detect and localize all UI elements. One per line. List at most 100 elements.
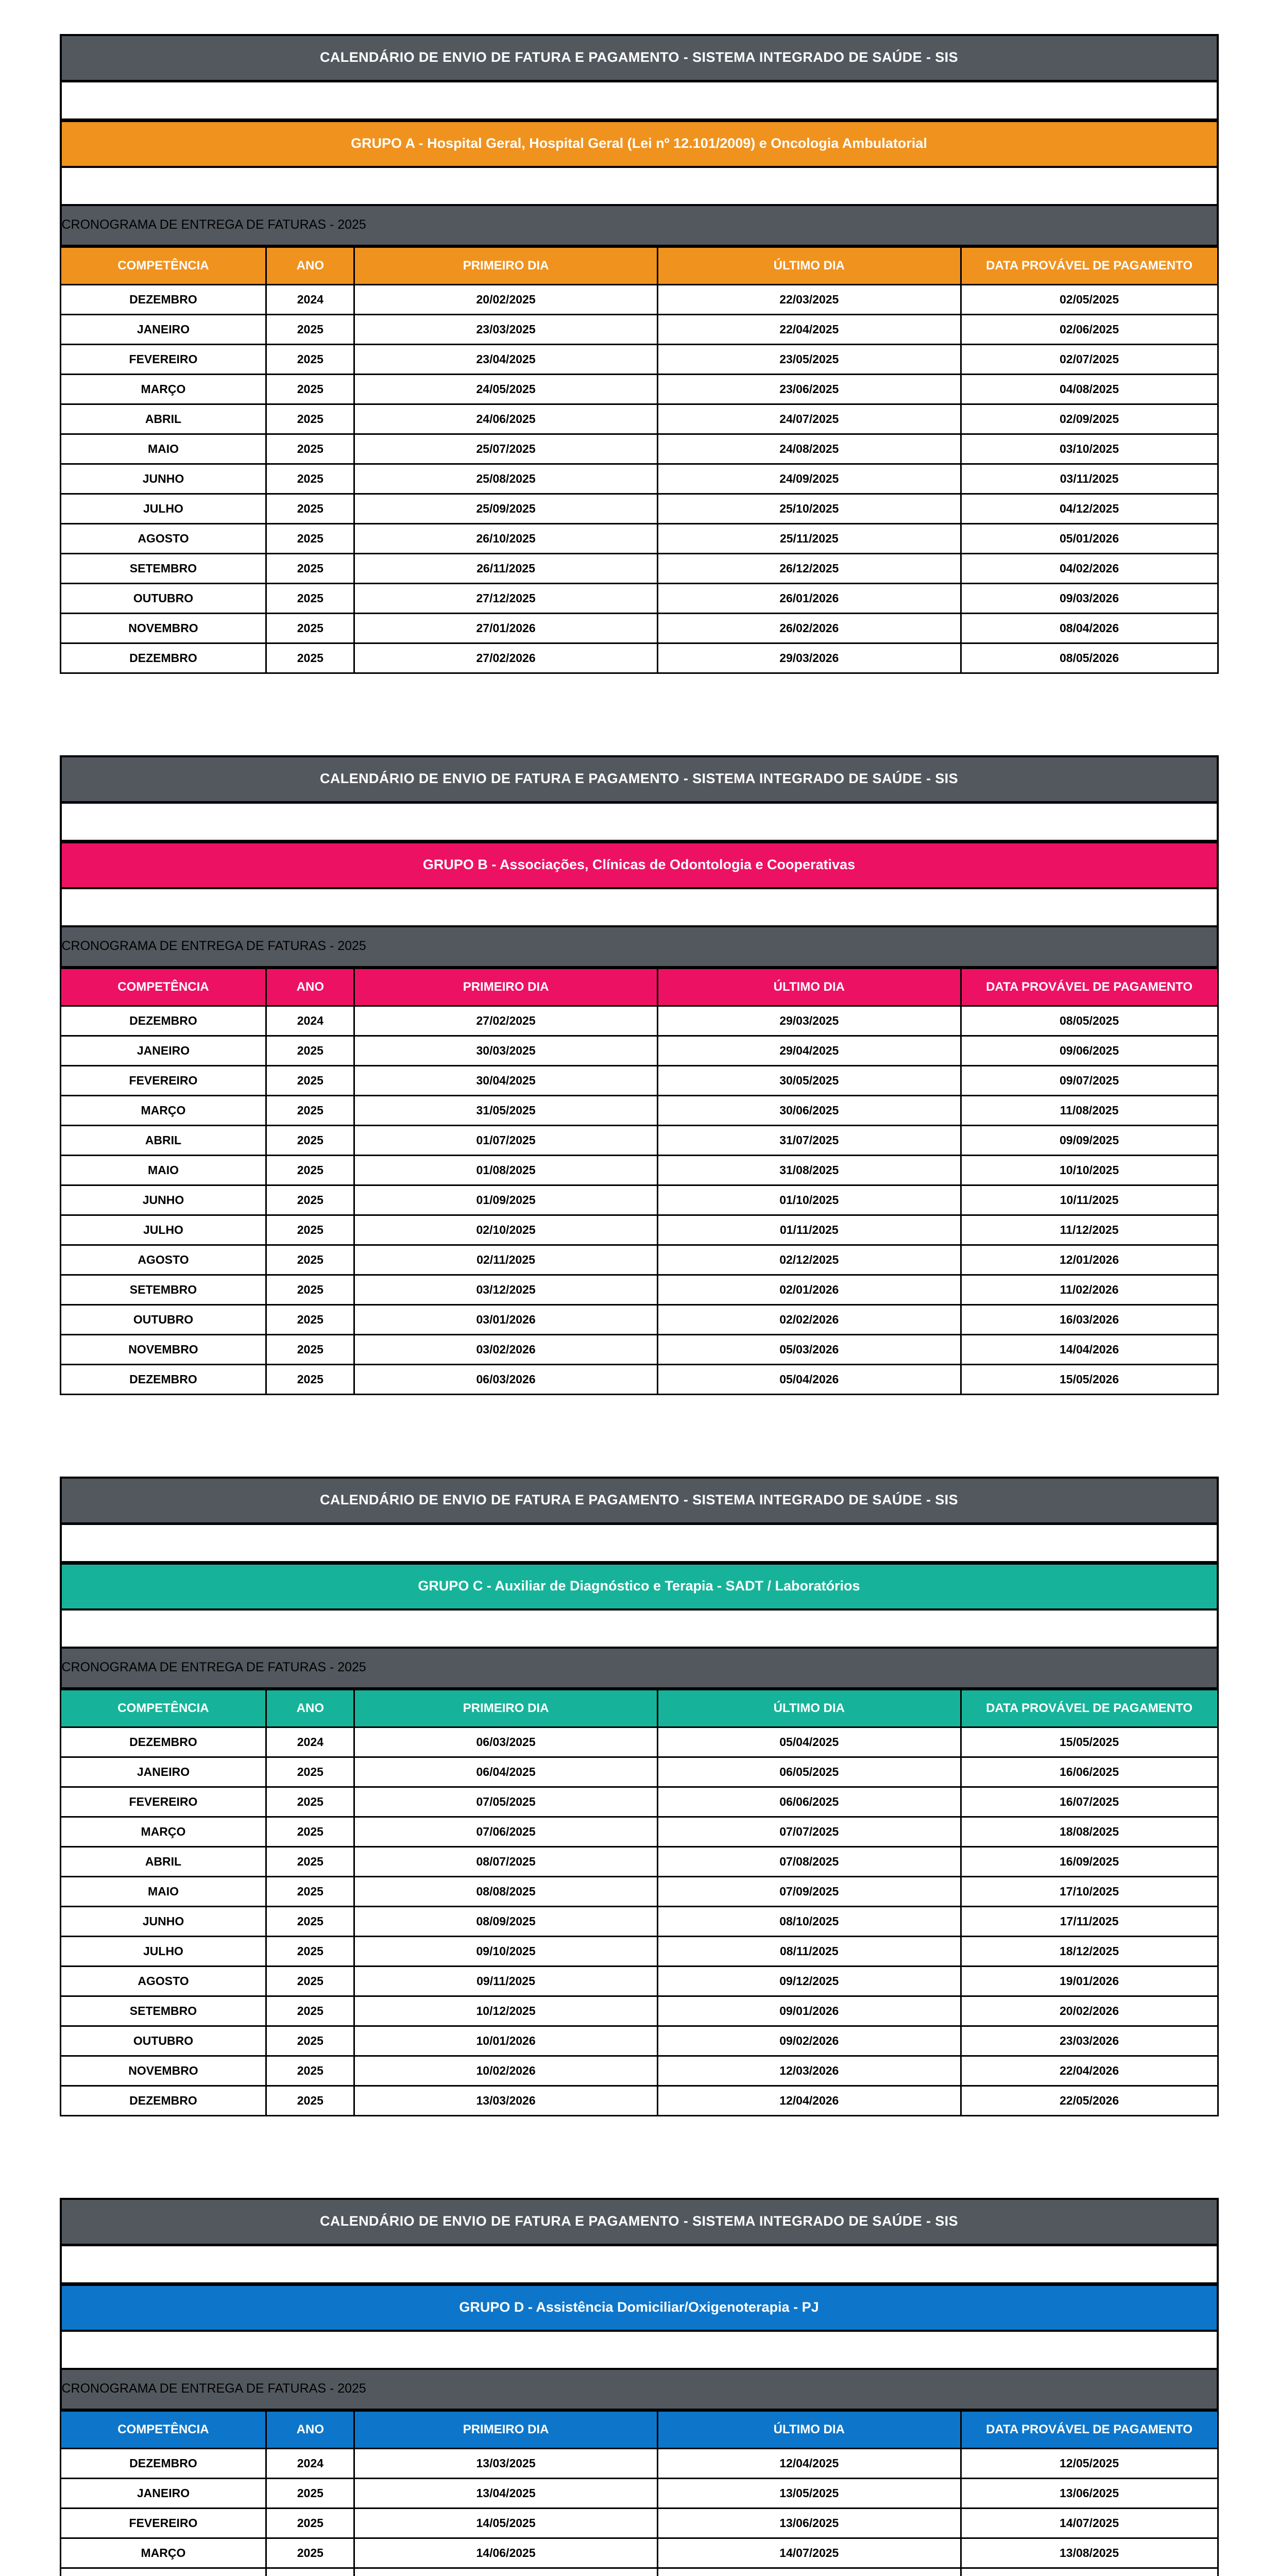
cell-ultimo-dia: 05/04/2025 [656,1726,962,1758]
column-header-competencia: COMPETÊNCIA [59,968,267,1007]
cell-ano: 2025 [265,2025,355,2057]
cell-ano: 2025 [265,433,355,465]
cell-ano: 2025 [265,1155,355,1186]
schedule-subtitle: CRONOGRAMA DE ENTREGA DE FATURAS - 2025 [59,1649,1219,1689]
group-title-grupo-a: GRUPO A - Hospital Geral, Hospital Geral… [59,121,1219,168]
table-row: MAIO 2025 01/08/2025 31/08/2025 10/10/2025 [59,1155,1219,1186]
cell-competencia: DEZEMBRO [59,1364,267,1395]
cell-ano: 2025 [265,403,355,435]
cell-pagamento: 02/09/2025 [960,403,1219,435]
cell-ano: 2025 [265,642,355,674]
table-row: DEZEMBRO 2025 13/03/2026 12/04/2026 22/05/20… [59,2085,1219,2116]
table-row: MARÇO 2025 14/06/2025 14/07/2025 13/08/2025 [59,2537,1219,2569]
table-row: MARÇO 2025 07/06/2025 07/07/2025 18/08/2025 [59,1816,1219,1848]
cell-competencia: JANEIRO [59,1035,267,1066]
cell-pagamento: 17/10/2025 [960,1876,1219,1907]
cell-competencia: OUTUBRO [59,1304,267,1335]
cell-competencia: FEVEREIRO [59,344,267,375]
cell-ultimo-dia: 02/02/2026 [656,1304,962,1335]
schedule-table-grupo-a: COMPETÊNCIA ANO PRIMEIRO DIA ÚLTIMO DIA DATA… [59,246,1219,674]
calendar-main-title: CALENDÁRIO DE ENVIO DE FATURA E PAGAMENT… [59,1477,1219,1525]
column-header-ano: ANO [265,968,355,1007]
cell-ultimo-dia: 01/11/2025 [656,1214,962,1246]
cell-pagamento: 04/02/2026 [960,553,1219,584]
cell-competencia: JUNHO [59,1906,267,1937]
cell-competencia: ABRIL [59,403,267,435]
table-row: JANEIRO 2025 30/03/2025 29/04/2025 09/06/202… [59,1035,1219,1066]
cell-competencia: NOVEMBRO [59,2055,267,2087]
cell-competencia: FEVEREIRO [59,1786,267,1818]
blank-row [59,889,1219,927]
table-row: ABRIL 2025 24/06/2025 24/07/2025 02/09/2025 [59,403,1219,435]
cell-ultimo-dia: 13/05/2025 [656,2478,962,2509]
cell-competencia: JANEIRO [59,1756,267,1788]
group-title-grupo-d: GRUPO D - Assistência Domiciliar/Oxigeno… [59,2284,1219,2332]
cell-ultimo-dia: 31/08/2025 [656,1155,962,1186]
table-row: DEZEMBRO 2024 20/02/2025 22/03/2025 02/05/20… [59,284,1219,315]
cell-ultimo-dia: 08/11/2025 [656,1936,962,1967]
cell-primeiro-dia: 14/06/2025 [353,2537,658,2569]
cell-competencia: DEZEMBRO [59,1005,267,1037]
table-row: OUTUBRO 2025 10/01/2026 09/02/2026 23/03/202… [59,2025,1219,2057]
column-header-pagamento: DATA PROVÁVEL DE PAGAMENTO [960,246,1219,285]
cell-ano: 2025 [265,2055,355,2087]
cell-competencia: NOVEMBRO [59,1334,267,1365]
schedule-table-grupo-c: COMPETÊNCIA ANO PRIMEIRO DIA ÚLTIMO DIA DATA… [59,1689,1219,2116]
cell-ano: 2025 [265,463,355,495]
cell-ano: 2025 [265,1906,355,1937]
cell-primeiro-dia: 23/04/2025 [353,344,658,375]
cell-ultimo-dia: 29/04/2025 [656,1035,962,1066]
cell-ano: 2025 [265,1244,355,1276]
cell-competencia: JANEIRO [59,2478,267,2509]
cell-pagamento: 02/06/2025 [960,314,1219,345]
top-spacer [0,0,1278,20]
cell-primeiro-dia: 08/08/2025 [353,1876,658,1907]
cell-competencia: FEVEREIRO [59,1065,267,1096]
calendar-block-grupo-d: CALENDÁRIO DE ENVIO DE FATURA E PAGAMENT… [59,2183,1219,2576]
cell-primeiro-dia: 27/02/2026 [353,642,658,674]
block-separator [0,1395,1278,1462]
cell-ano: 2025 [265,1184,355,1216]
cell-ano: 2025 [265,2478,355,2509]
cell-competencia: MAIO [59,433,267,465]
cell-ano: 2025 [265,1364,355,1395]
table-row: NOVEMBRO 2025 03/02/2026 05/03/2026 14/04/20… [59,1334,1219,1365]
cell-competencia: MARÇO [59,2537,267,2569]
cell-ano: 2025 [265,583,355,614]
cell-competencia: JUNHO [59,1184,267,1216]
schedule-table-grupo-d: COMPETÊNCIA ANO PRIMEIRO DIA ÚLTIMO DIA DATA… [59,2410,1219,2576]
cell-ultimo-dia: 24/08/2025 [656,433,962,465]
cell-competencia: JULHO [59,1936,267,1967]
cell-primeiro-dia: 13/04/2025 [353,2478,658,2509]
cell-ultimo-dia: 08/10/2025 [656,1906,962,1937]
cell-competencia: OUTUBRO [59,583,267,614]
cell-pagamento: 15/05/2026 [960,1364,1219,1395]
cell-pagamento: 09/09/2025 [960,1125,1219,1156]
cell-primeiro-dia: 08/07/2025 [353,1846,658,1877]
cell-ultimo-dia: 14/08/2025 [656,2567,962,2576]
table-header-row: COMPETÊNCIA ANO PRIMEIRO DIA ÚLTIMO DIA DATA… [59,2410,1219,2449]
column-header-primeiro-dia: PRIMEIRO DIA [353,968,658,1007]
table-row: MAIO 2025 25/07/2025 24/08/2025 03/10/2025 [59,433,1219,465]
cell-primeiro-dia: 23/03/2025 [353,314,658,345]
table-row: DEZEMBRO 2025 06/03/2026 05/04/2026 15/05/20… [59,1364,1219,1395]
cell-ano: 2025 [265,1065,355,1096]
cell-ano: 2025 [265,314,355,345]
table-row: DEZEMBRO 2024 13/03/2025 12/04/2025 12/05/20… [59,2448,1219,2479]
cell-pagamento: 02/07/2025 [960,344,1219,375]
cell-pagamento: 05/01/2026 [960,523,1219,554]
cell-pagamento: 18/08/2025 [960,1816,1219,1848]
blank-row [59,1525,1219,1563]
cell-primeiro-dia: 07/05/2025 [353,1786,658,1818]
cell-ultimo-dia: 23/05/2025 [656,344,962,375]
table-row: JANEIRO 2025 23/03/2025 22/04/2025 02/06/202… [59,314,1219,345]
cell-ultimo-dia: 09/12/2025 [656,1965,962,1997]
blank-row [59,804,1219,842]
cell-pagamento: 09/07/2025 [960,1065,1219,1096]
cell-ultimo-dia: 25/11/2025 [656,523,962,554]
cell-ano: 2025 [265,1995,355,2027]
table-row: ABRIL 2025 01/07/2025 31/07/2025 09/09/2025 [59,1125,1219,1156]
cell-pagamento: 13/06/2025 [960,2478,1219,2509]
table-row: MAIO 2025 08/08/2025 07/09/2025 17/10/2025 [59,1876,1219,1907]
cell-pagamento: 04/12/2025 [960,493,1219,524]
